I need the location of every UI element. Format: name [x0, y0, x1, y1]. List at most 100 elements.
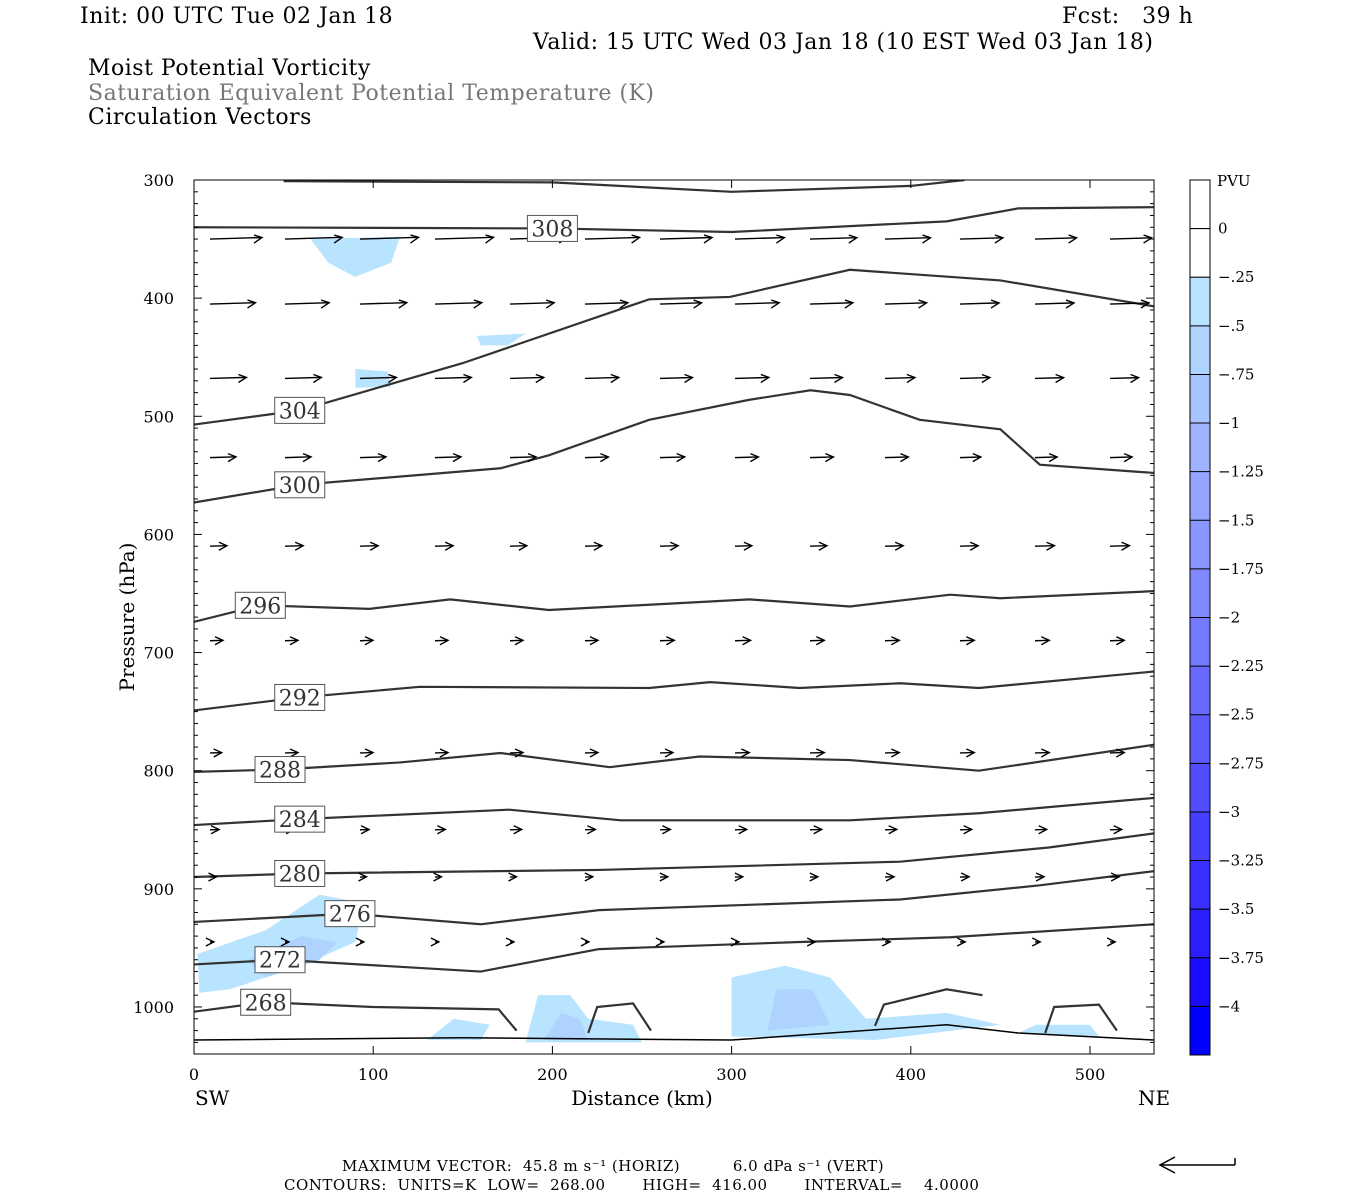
circulation-vector	[1109, 376, 1139, 380]
vector-arrowhead	[981, 373, 992, 384]
vector-arrowhead	[631, 234, 642, 244]
vector-arrowhead	[669, 541, 680, 551]
vector-arrowhead	[289, 748, 300, 758]
vector-arrowhead	[1038, 825, 1049, 835]
circulation-vector	[284, 376, 322, 380]
vector-arrowhead	[227, 452, 238, 463]
vector-arrowhead	[890, 636, 901, 646]
circulation-vector	[809, 236, 857, 240]
vector-arrowhead	[885, 872, 896, 882]
vector-arrowhead	[619, 299, 630, 309]
circulation-vector	[509, 302, 555, 305]
vector-arrowhead	[994, 234, 1005, 244]
circulation-vector	[209, 545, 227, 547]
vector-arrowhead	[294, 541, 305, 551]
vector-arrowhead	[210, 825, 221, 835]
vector-arrowhead	[1031, 937, 1042, 947]
pv-shading	[477, 333, 526, 346]
vector-arrowhead	[410, 234, 421, 244]
x-tick-label: 400	[896, 1065, 927, 1084]
vector-arrowhead	[302, 452, 313, 463]
vector-arrowhead	[693, 299, 704, 309]
circulation-vector	[884, 376, 915, 380]
contour-label-box	[274, 471, 326, 499]
colorbar-label: −4	[1218, 997, 1240, 1015]
circulation-vector	[434, 376, 472, 380]
colorbar-label: −3.5	[1218, 900, 1254, 918]
vector-arrowhead	[388, 373, 398, 384]
circulation-vector	[1109, 544, 1130, 547]
vector-arrowhead	[676, 452, 687, 463]
vector-arrowhead	[313, 373, 323, 384]
vector-arrowhead	[238, 373, 248, 384]
colorbar-swatch	[1190, 520, 1210, 569]
theta-contour	[194, 389, 1154, 504]
vector-arrowhead	[452, 452, 463, 463]
vector-arrowhead	[734, 872, 745, 882]
contour-label-box	[240, 988, 292, 1016]
vector-arrowhead	[743, 541, 754, 551]
vector-arrowhead	[1106, 937, 1117, 947]
colorbar-label: −2.25	[1218, 657, 1264, 675]
vector-arrowhead	[580, 937, 591, 947]
contour-label-box	[274, 683, 326, 711]
circulation-vector	[734, 376, 769, 380]
contour-label-box	[274, 805, 326, 833]
circulation-vector	[959, 544, 979, 547]
vector-arrowhead	[965, 636, 976, 646]
vector-arrowhead	[770, 299, 781, 309]
vector-arrowhead	[545, 299, 556, 309]
vector-arrowhead	[218, 541, 229, 551]
vector-arrowhead	[684, 373, 695, 384]
circulation-vector	[584, 376, 619, 380]
vector-arrowhead	[834, 373, 845, 384]
vector-arrowhead	[1040, 748, 1051, 758]
vector-arrowhead	[358, 872, 369, 882]
contour-label-box	[274, 396, 326, 424]
circulation-vector	[434, 456, 462, 459]
vector-arrowhead	[665, 636, 676, 646]
contour-label: 272	[259, 949, 301, 974]
circulation-vector	[1034, 237, 1077, 240]
circulation-vector	[659, 236, 713, 240]
contour-label: 304	[279, 399, 321, 424]
reference-vector-arrowhead	[1158, 1156, 1176, 1174]
vector-arrowhead	[208, 872, 219, 882]
vector-arrowhead	[600, 452, 610, 463]
contour-label-box	[254, 756, 306, 784]
vector-arrowhead	[900, 452, 910, 463]
vector-arrowhead	[364, 636, 375, 646]
field-title-theta-es: Saturation Equivalent Potential Temperat…	[88, 81, 655, 106]
vector-arrowhead	[1110, 872, 1121, 882]
circulation-vector	[1034, 544, 1055, 547]
circulation-vector	[209, 456, 237, 459]
theta-contour	[194, 1023, 1154, 1041]
vector-arrowhead	[589, 748, 600, 758]
vector-arrowhead	[280, 937, 291, 947]
theta-contour	[194, 206, 1154, 234]
contour-label: 308	[531, 217, 573, 242]
contour-label: 296	[239, 594, 281, 619]
colorbar-swatch	[1190, 909, 1210, 958]
vector-arrowhead	[760, 373, 771, 384]
y-tick-label: 600	[143, 525, 174, 544]
vector-arrowhead	[214, 636, 225, 646]
vector-arrowhead	[890, 748, 901, 758]
vector-arrowhead	[1143, 234, 1154, 244]
forecast-hour: Fcst: 39 h	[1062, 4, 1194, 29]
colorbar-label: −2.5	[1218, 706, 1254, 724]
circulation-vector	[959, 456, 981, 459]
colorbar-label: −1	[1218, 414, 1240, 432]
y-tick-label: 900	[143, 880, 174, 899]
vector-arrowhead	[485, 234, 496, 244]
contour-label: 284	[279, 808, 321, 833]
vector-arrowhead	[888, 825, 899, 835]
vector-arrowhead	[1040, 636, 1051, 646]
y-tick-label: 1000	[133, 998, 174, 1017]
circulation-vector	[509, 376, 544, 380]
vector-arrowhead	[1130, 373, 1141, 384]
colorbar-label: −.25	[1218, 268, 1254, 286]
vector-arrowhead	[818, 541, 829, 551]
vector-arrowhead	[1048, 452, 1059, 463]
